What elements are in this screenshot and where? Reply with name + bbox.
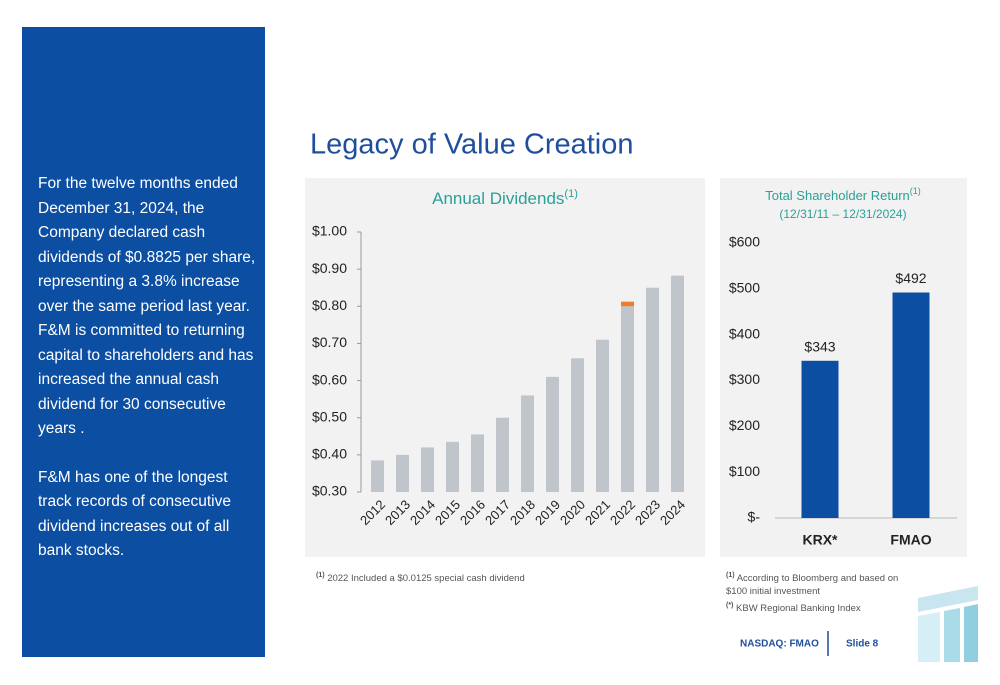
bar-segment [421, 447, 434, 492]
bar-segment [596, 339, 609, 492]
y-tick-label: $0.40 [312, 446, 347, 462]
bar-segment [621, 306, 634, 492]
y-tick-label: $0.80 [312, 297, 347, 313]
bar-segment [396, 454, 409, 492]
y-tick-label: $400 [729, 325, 760, 341]
y-tick-label: $100 [729, 463, 760, 479]
slide-title: Legacy of Value Creation [310, 129, 634, 161]
value-label: $492 [895, 270, 926, 286]
y-tick-label: $0.70 [312, 334, 347, 350]
bar-segment [646, 287, 659, 492]
x-tick-label: FMAO [890, 532, 931, 548]
y-tick-label: $300 [729, 371, 760, 387]
y-tick-label: $0.60 [312, 371, 347, 387]
y-tick-label: $500 [729, 280, 760, 296]
y-tick-label: $0.30 [312, 483, 347, 499]
sidebar-panel [22, 27, 265, 657]
bar [892, 292, 930, 518]
footnote: (1) According to Bloomberg and based on … [726, 569, 911, 598]
bar-segment [471, 434, 484, 492]
value-label: $343 [804, 338, 835, 354]
y-tick-label: $200 [729, 417, 760, 433]
footnote-marker: (1) [316, 572, 325, 579]
footnote: (*) KBW Regional Banking Index [726, 599, 861, 615]
chart-title-sup: (1) [910, 186, 921, 196]
bar-segment [546, 376, 559, 492]
bar [801, 360, 839, 518]
bar-segment [521, 395, 534, 492]
y-tick-label: $0.50 [312, 408, 347, 424]
bar-segment [371, 460, 384, 492]
bar-segment [571, 358, 584, 492]
footnote: (1) 2022 Included a $0.0125 special cash… [316, 569, 525, 585]
sidebar-paragraph: For the twelve months ended December 31,… [38, 175, 256, 437]
bar-segment [671, 275, 684, 492]
bar-segment [621, 301, 634, 307]
y-tick-label: $600 [729, 234, 760, 250]
x-tick-label: KRX* [802, 532, 838, 548]
y-tick-label: $0.90 [312, 260, 347, 276]
footer-ticker: NASDAQ: FMAO [740, 639, 819, 650]
sidebar-text: For the twelve months ended December 31,… [38, 172, 260, 588]
bar-segment [496, 417, 509, 492]
footnote-text: According to Bloomberg and based on $100… [726, 573, 899, 598]
chart-subtitle: (12/31/11 – 12/31/2024) [779, 207, 906, 221]
chart-title-sup: (1) [564, 188, 577, 200]
footnote-text: 2022 Included a $0.0125 special cash div… [327, 573, 525, 585]
bar-segment [446, 441, 459, 492]
footnote-marker: (*) [726, 602, 734, 609]
logo [918, 586, 978, 662]
sidebar-paragraph: F&M has one of the longest track records… [38, 468, 231, 560]
chart-panel [305, 178, 705, 557]
chart-title: Annual Dividends(1) [432, 188, 578, 209]
y-tick-label: $- [748, 509, 761, 525]
footnote-text: KBW Regional Banking Index [736, 603, 861, 615]
footer-slide: Slide 8 [846, 639, 879, 650]
chart-title-text: Total Shareholder Return [765, 188, 910, 203]
footnote-marker: (1) [726, 572, 735, 579]
chart-title-text: Annual Dividends [432, 189, 564, 208]
chart-title: Total Shareholder Return(1) [765, 186, 921, 203]
y-tick-label: $1.00 [312, 223, 347, 239]
